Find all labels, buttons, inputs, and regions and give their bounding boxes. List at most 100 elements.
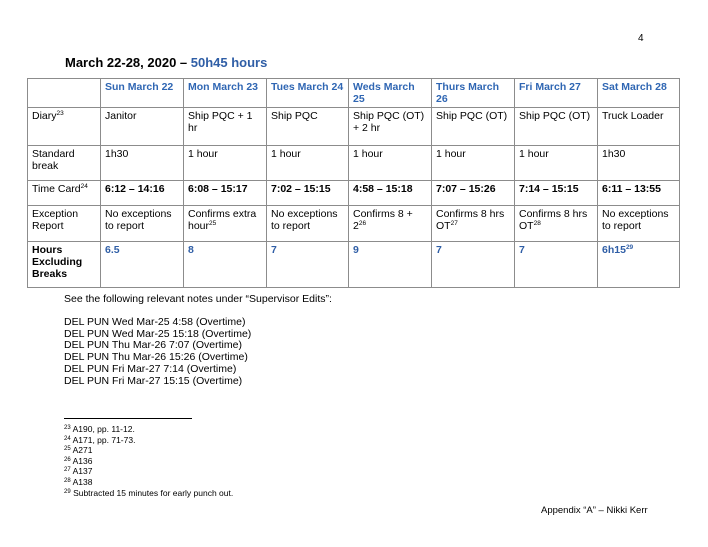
cell-text: Ship PQC (271, 110, 318, 122)
cell-text: 6.5 (105, 244, 120, 256)
table-cell: 7 (431, 241, 515, 288)
cell-text: 1h30 (602, 148, 626, 160)
table-cell: 7 (266, 241, 349, 288)
footnotes: 23 A190, pp. 11-12. 24 A171, pp. 71-73. 25… (64, 424, 233, 498)
column-header: Tues March 24 (266, 78, 349, 108)
cell-text: No exceptions to report (602, 208, 669, 232)
cell-text: 1 hour (271, 148, 301, 160)
table-row: Exception Report No exceptions to report C… (27, 205, 680, 242)
table-cell: 1 hour (431, 145, 515, 181)
cell-text: 6h15 (602, 244, 626, 256)
row-label: Exception Report (27, 205, 101, 242)
cell-text: 1h30 (105, 148, 129, 160)
table-cell: 1 hour (266, 145, 349, 181)
table-row: Hours Excluding Breaks 6.5 8 7 9 7 7 6h1529 (27, 241, 680, 288)
table-cell: No exceptions to report (100, 205, 184, 242)
table-cell: Truck Loader (597, 107, 680, 146)
note-line: DEL PUN Wed Mar-25 4:58 (Overtime) (64, 315, 246, 328)
notes-intro: See the following relevant notes under “… (64, 293, 332, 305)
footnote-number: 28 (64, 477, 71, 484)
table-row: Diary23 Janitor Ship PQC + 1 hr Ship PQC Shi… (27, 107, 680, 146)
table-cell: Janitor (100, 107, 184, 146)
footnote: 26 A136 (64, 456, 233, 467)
column-header: Fri March 27 (514, 78, 598, 108)
table-cell: 1h30 (100, 145, 184, 181)
footnote-number: 27 (64, 467, 71, 474)
row-label-text: Standard break (32, 148, 75, 172)
table-cell: 6.5 (100, 241, 184, 288)
cell-text: 1 hour (519, 148, 549, 160)
footnote-divider (64, 418, 192, 419)
cell-text: 6:11 – 13:55 (602, 183, 661, 195)
cell-text: 6:12 – 14:16 (105, 183, 165, 195)
table-cell: 7:07 – 15:26 (431, 180, 515, 206)
column-header: Sat March 28 (597, 78, 680, 108)
table-cell: Ship PQC (266, 107, 349, 146)
cell-text: 1 hour (188, 148, 218, 160)
footnote: 28 A138 (64, 477, 233, 488)
column-header (27, 78, 101, 108)
cell-text: 7 (271, 244, 277, 256)
row-label: Time Card24 (27, 180, 101, 206)
table-cell: 1 hour (514, 145, 598, 181)
footnote-text: A137 (72, 466, 93, 477)
footnote-text: A138 (72, 476, 93, 487)
row-label: Diary23 (27, 107, 101, 146)
table-row: Time Card24 6:12 – 14:16 6:08 – 15:17 7:02 … (27, 180, 680, 206)
footnote: 29 Subtracted 15 minutes for early punch… (64, 488, 233, 499)
cell-text: Janitor (105, 110, 137, 122)
footnote-number: 23 (64, 425, 71, 431)
table-cell: Confirms 8 hrs OT28 (514, 205, 598, 242)
footnote-ref: 23 (56, 110, 64, 117)
table-row: Standard break 1h30 1 hour 1 hour 1 hour 1 ho… (27, 145, 680, 181)
note-line: DEL PUN Thu Mar-26 7:07 (Overtime) (64, 339, 242, 352)
footnote: 27 A137 (64, 466, 233, 477)
note-line: DEL PUN Thu Mar-26 15:26 (Overtime) (64, 351, 248, 364)
table-cell: 8 (183, 241, 267, 288)
cell-text: No exceptions to report (105, 208, 172, 232)
table-cell: Ship PQC (OT) (514, 107, 598, 146)
footnote: 23 A190, pp. 11-12. (64, 424, 233, 435)
footnote-number: 24 (64, 435, 71, 442)
column-header: Sun March 22 (100, 78, 184, 108)
column-header: Weds March 25 (348, 78, 432, 108)
cell-text: 7:14 – 15:15 (519, 183, 579, 195)
page-title: March 22-28, 2020 – 50h45 hours (65, 55, 267, 70)
cell-text: Ship PQC (OT) (436, 110, 508, 122)
footnote: 24 A171, pp. 71-73. (64, 435, 233, 446)
cell-text: 1 hour (436, 148, 466, 160)
header-row: Sun March 22 Mon March 23 Tues March 24 Wed… (27, 78, 680, 108)
footnote-ref: 24 (80, 183, 88, 190)
footnote-ref: 28 (533, 220, 541, 227)
table-cell: 7 (514, 241, 598, 288)
footnote-number: 29 (64, 488, 71, 495)
row-label-text: Time Card (32, 183, 81, 195)
cell-text: 7 (436, 244, 442, 256)
cell-text: Ship PQC (OT) + 2 hr (353, 110, 425, 134)
footnote-number: 26 (64, 456, 71, 463)
table-cell: Confirms extra hour25 (183, 205, 267, 242)
cell-text: Confirms 8 hrs OT (436, 208, 505, 232)
cell-text: 7:07 – 15:26 (436, 183, 496, 195)
page-footer: Appendix “A” – Nikki Kerr (541, 505, 648, 516)
title-dates: March 22-28, 2020 – (65, 55, 191, 70)
cell-text: Confirms extra hour (188, 208, 257, 232)
note-line: DEL PUN Fri Mar-27 7:14 (Overtime) (64, 362, 237, 375)
cell-text: Ship PQC (OT) (519, 110, 591, 122)
table-cell: 6:11 – 13:55 (597, 180, 680, 206)
table-cell: 1h30 (597, 145, 680, 181)
row-label-text: Hours Excluding Breaks (32, 244, 83, 280)
footnote-text: A271 (72, 445, 93, 456)
row-label: Hours Excluding Breaks (27, 241, 101, 288)
table-cell: No exceptions to report (266, 205, 349, 242)
table-cell: 7:14 – 15:15 (514, 180, 598, 206)
table-cell: Confirms 8 + 226 (348, 205, 432, 242)
cell-text: Confirms 8 + 2 (353, 208, 413, 232)
table-cell: 6:08 – 15:17 (183, 180, 267, 206)
cell-text: 6:08 – 15:17 (188, 183, 248, 195)
footnote-text: A190, pp. 11-12. (72, 424, 135, 434)
footnote: 25 A271 (64, 445, 233, 456)
table-cell: 6h1529 (597, 241, 680, 288)
cell-text: Ship PQC + 1 hr (188, 110, 253, 134)
row-label-text: Diary (32, 110, 57, 122)
